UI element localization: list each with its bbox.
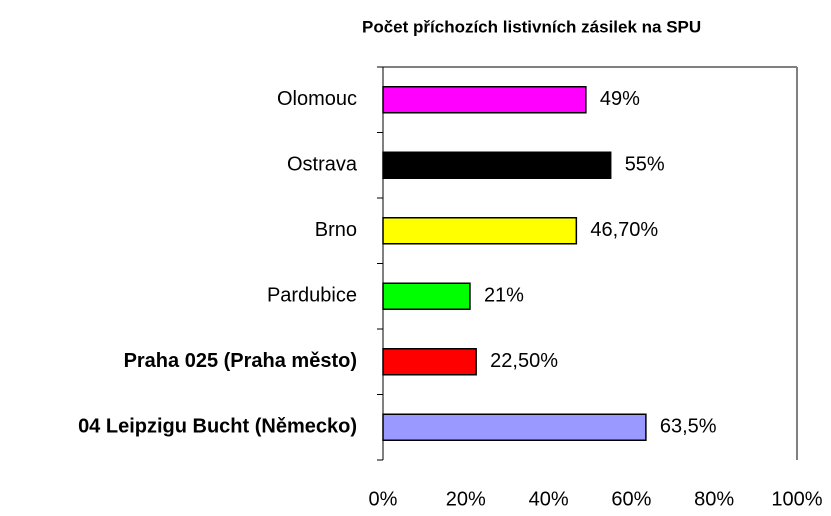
x-tick-label: 0%: [369, 488, 398, 510]
bar: [382, 413, 647, 441]
y-tick-label: Brno: [315, 219, 357, 241]
bar: [382, 282, 471, 310]
bar: [382, 86, 587, 114]
chart-title: Počet příchozích listivních zásilek na S…: [362, 17, 701, 36]
y-tick-label: Pardubice: [267, 285, 357, 307]
value-label: 21%: [484, 285, 524, 307]
x-tick-label: 80%: [694, 488, 734, 510]
value-label: 63,5%: [660, 416, 717, 438]
value-label: 22,50%: [490, 350, 558, 372]
bar: [382, 151, 612, 179]
y-tick-label: 04 Leipzigu Bucht (Německo): [78, 416, 357, 438]
y-tick-label: Ostrava: [287, 154, 358, 176]
value-label: 49%: [600, 88, 640, 110]
bar: [382, 217, 578, 245]
x-tick-label: 20%: [446, 488, 486, 510]
x-tick-label: 60%: [611, 488, 651, 510]
bar: [382, 348, 477, 376]
x-tick-label: 100%: [771, 488, 822, 510]
value-label: 46,70%: [590, 219, 658, 241]
y-tick-label: Olomouc: [277, 88, 357, 110]
y-tick-label: Praha 025 (Praha město): [124, 350, 357, 372]
value-label: 55%: [625, 154, 665, 176]
x-tick-label: 40%: [529, 488, 569, 510]
